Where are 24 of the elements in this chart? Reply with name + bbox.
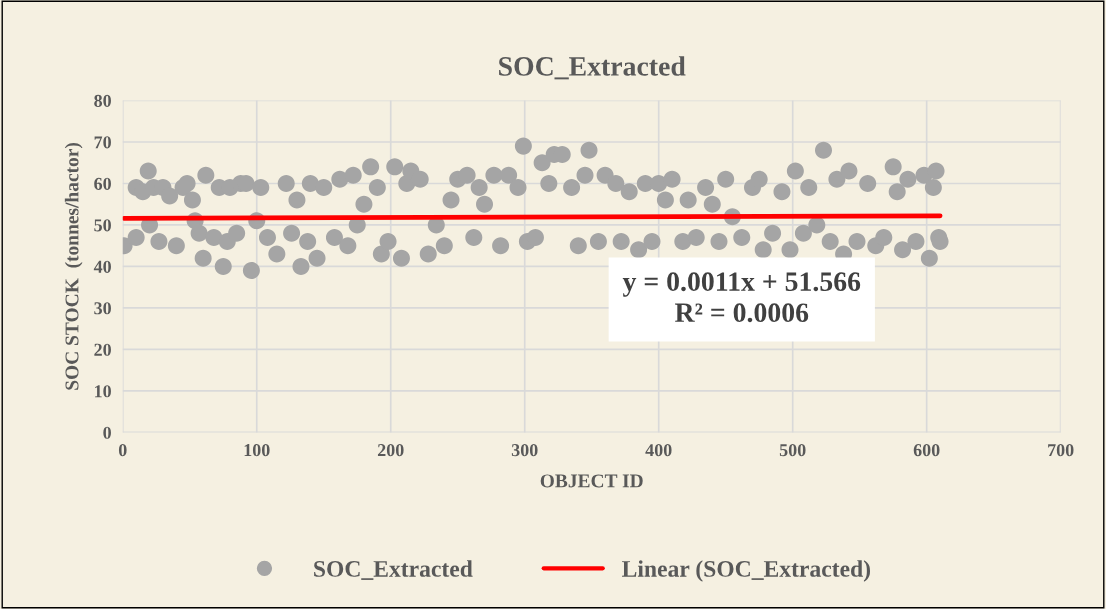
x-tick-label: 300 bbox=[511, 444, 538, 457]
y-tick-label: 70 bbox=[94, 136, 111, 149]
y-tick-label: 30 bbox=[94, 302, 111, 315]
annotation: y = 0.0011x + 51.566 bbox=[622, 272, 861, 297]
x-tick-label: 400 bbox=[645, 444, 672, 457]
x-tick-label: 200 bbox=[377, 444, 404, 457]
y-tick-label: 10 bbox=[95, 385, 111, 398]
y-axis-title: SOC STOCK (tonnes/hactor) bbox=[64, 142, 83, 390]
y-tick-label: 50 bbox=[94, 219, 111, 232]
x-tick-label: 600 bbox=[913, 444, 940, 457]
x-tick-label: 100 bbox=[244, 444, 270, 457]
y-tick-label: 40 bbox=[93, 260, 111, 273]
legend-label: SOC_Extracted bbox=[314, 560, 473, 580]
legend-label: Linear (SOC_Extracted) bbox=[622, 560, 871, 582]
annotation: R² = 0.0006 bbox=[675, 303, 809, 323]
chart-title: SOC_Extracted bbox=[499, 56, 686, 80]
x-tick-label: 500 bbox=[779, 444, 806, 457]
y-tick-label: 60 bbox=[94, 177, 111, 190]
y-tick-label: 80 bbox=[94, 94, 111, 107]
x-tick-label: 0 bbox=[118, 444, 127, 457]
x-axis-title: OBJECT ID bbox=[540, 474, 643, 488]
x-tick-label: 700 bbox=[1048, 444, 1074, 457]
y-tick-label: 20 bbox=[94, 343, 111, 356]
y-tick-label: 0 bbox=[103, 426, 111, 439]
